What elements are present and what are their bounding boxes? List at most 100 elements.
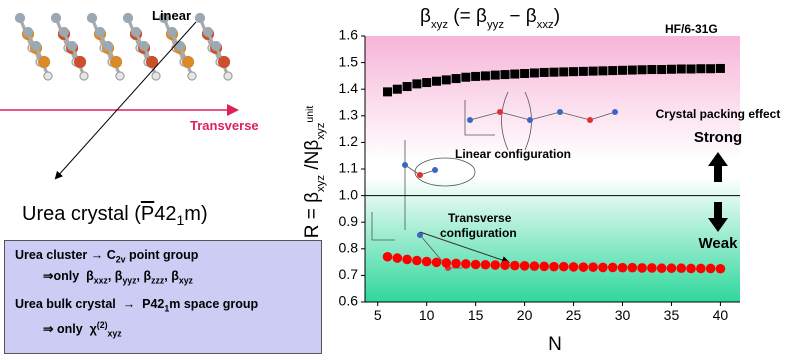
x-tick-label: 15 — [468, 307, 484, 323]
point — [579, 67, 588, 76]
atom — [123, 13, 133, 23]
point — [618, 66, 627, 75]
atom — [116, 72, 124, 80]
text-sup: (2) — [97, 320, 108, 330]
point — [432, 77, 441, 86]
text-text: − β — [504, 6, 537, 27]
point — [676, 263, 686, 273]
transverse-configuration: Transverseconfiguration — [440, 211, 517, 240]
point — [667, 65, 676, 74]
point — [687, 64, 696, 73]
point — [539, 262, 549, 272]
atom — [44, 72, 52, 80]
text-text: ⇒ only χ — [43, 322, 97, 336]
point — [638, 65, 647, 74]
text-text: /Nβ — [302, 140, 323, 175]
atom — [110, 56, 122, 68]
point — [412, 256, 422, 266]
text-sub: xyz — [315, 175, 327, 192]
text-text: m) — [184, 203, 207, 225]
text-sub: yyz — [122, 275, 136, 285]
x-tick-label: 5 — [374, 307, 382, 323]
atom — [211, 41, 221, 51]
y-axis-label: R = βxyz /Nβxyzunit — [302, 106, 327, 239]
x-tick-label: 10 — [419, 307, 435, 323]
atom — [188, 72, 196, 80]
method-label: HF/6-31G — [665, 22, 718, 36]
text-text: m space group — [169, 297, 258, 311]
text-text: Urea crystal ( — [22, 203, 141, 225]
point — [422, 257, 432, 267]
point — [393, 253, 403, 263]
atom — [182, 56, 194, 68]
atom — [103, 41, 113, 51]
y-tick-label: 1.1 — [339, 160, 359, 176]
inset-atom — [467, 117, 473, 123]
atom — [131, 27, 141, 37]
text-sub: xyz — [431, 19, 448, 31]
atom — [95, 27, 105, 37]
text-text: , β — [164, 269, 179, 283]
box-line: Urea cluster → C2v point group — [15, 247, 311, 268]
inset-atom — [497, 109, 503, 115]
atom — [87, 13, 97, 23]
crystal-caption: Urea crystal (P421m) — [22, 203, 208, 228]
point — [667, 263, 677, 273]
transverse-label: Transverse — [190, 118, 259, 133]
text-sub: xxz — [537, 19, 554, 31]
atom — [218, 56, 230, 68]
point — [569, 67, 578, 76]
atom — [167, 27, 177, 37]
atom — [38, 56, 50, 68]
text-text: Urea cluster → C — [15, 248, 116, 262]
atom — [74, 56, 86, 68]
point — [471, 72, 480, 81]
text-text: R = β — [302, 192, 323, 238]
point — [520, 69, 529, 78]
box-line: ⇒only βxxz, βyyz, βzzz, βxyz — [15, 268, 311, 289]
atom — [31, 41, 41, 51]
text-sub: xyz — [108, 328, 122, 338]
inset-atom — [612, 109, 618, 115]
text-sub: yyz — [487, 19, 504, 31]
point — [647, 263, 657, 273]
inset-atom — [417, 172, 423, 178]
inset-atom — [557, 109, 563, 115]
y-tick-label: 0.9 — [339, 213, 359, 229]
strong-label: Strong — [694, 129, 742, 146]
point — [441, 258, 451, 268]
inset-atom — [402, 162, 408, 168]
point — [579, 262, 589, 272]
text-text: ) — [554, 6, 560, 27]
point — [530, 68, 539, 77]
point — [501, 70, 510, 79]
point — [491, 71, 500, 80]
linear-label: Linear — [152, 8, 191, 23]
point — [500, 260, 510, 270]
point — [588, 262, 598, 272]
point — [608, 263, 618, 273]
point — [549, 262, 559, 272]
effect-label: Crystal packing effect — [656, 107, 781, 121]
point — [696, 64, 705, 73]
x-tick-label: 30 — [615, 307, 631, 323]
x-tick-label: 35 — [664, 307, 680, 323]
point — [716, 64, 725, 73]
point — [696, 264, 706, 274]
point — [589, 67, 598, 76]
point — [452, 74, 461, 83]
y-tick-label: 0.7 — [339, 266, 359, 282]
text-text: 42 — [154, 203, 176, 225]
point — [383, 87, 392, 96]
point — [412, 79, 421, 88]
point — [647, 65, 656, 74]
point — [403, 82, 412, 91]
y-tick-label: 1.4 — [339, 80, 359, 96]
weak-label: Weak — [699, 235, 739, 252]
text-text: , β — [108, 269, 123, 283]
inset-atom — [432, 167, 438, 173]
text-sub: zzz — [151, 275, 164, 285]
point — [686, 264, 696, 274]
atom — [224, 72, 232, 80]
atom — [15, 13, 25, 23]
